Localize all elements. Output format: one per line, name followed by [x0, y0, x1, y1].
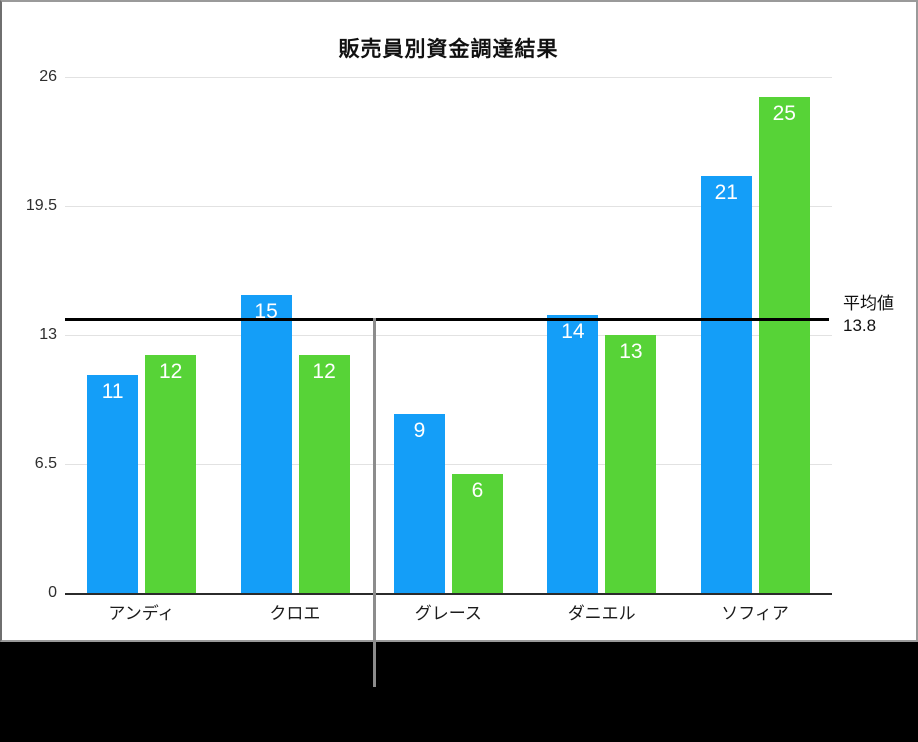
- bar-value-label: 15: [254, 300, 278, 324]
- blue-series-bar[interactable]: 11: [87, 374, 139, 593]
- bar-value-label: 9: [413, 419, 426, 443]
- bar-value-label: 21: [714, 181, 738, 205]
- bar-value-label: 25: [772, 101, 796, 125]
- green-series-bar[interactable]: 12: [298, 354, 350, 593]
- gridline: [65, 77, 832, 78]
- blue-series-bar[interactable]: 21: [700, 176, 752, 593]
- average-line-value: 13.8: [843, 316, 877, 335]
- gridline: [65, 206, 832, 207]
- green-series-bar[interactable]: 13: [605, 335, 657, 593]
- bottom-black-band: [0, 642, 918, 742]
- blue-series-bar[interactable]: 15: [240, 295, 292, 593]
- y-axis-tick-label: 26: [39, 68, 57, 85]
- blue-series-bar[interactable]: 14: [547, 315, 599, 593]
- green-series-bar[interactable]: 12: [145, 354, 197, 593]
- green-series-bar[interactable]: 25: [758, 96, 810, 593]
- x-axis-category-label: ダニエル: [567, 604, 636, 623]
- green-series-bar[interactable]: 6: [452, 473, 503, 593]
- gridline: [65, 464, 832, 465]
- y-axis-tick-label: 13: [39, 326, 57, 343]
- y-axis-tick-label: 19.5: [25, 197, 57, 214]
- bar-value-label: 6: [471, 478, 484, 502]
- average-line-label: 平均値 13.8: [843, 293, 894, 337]
- bar-value-label: 14: [561, 320, 585, 344]
- bar-value-label: 11: [101, 379, 124, 403]
- bar-value-label: 12: [312, 359, 336, 383]
- x-axis-category-label: クロエ: [269, 604, 321, 623]
- x-axis-line: [65, 593, 832, 595]
- average-line-label-text: 平均値: [843, 294, 894, 313]
- bar-value-label: 12: [159, 359, 183, 383]
- gridline: [65, 335, 832, 336]
- x-axis-category-label: ソフィア: [721, 604, 789, 623]
- average-reference-line: [65, 318, 829, 322]
- chart-title: 販売員別資金調達結果: [338, 38, 559, 61]
- bar-value-label: 13: [619, 340, 643, 363]
- y-axis-tick-label: 0: [48, 584, 57, 601]
- chart-card: 販売員別資金調達結果 0 6.5 13 19.5 26 11 12 アンディ 15 12 クロエ 9 6…: [0, 0, 918, 642]
- x-axis-category-label: アンディ: [108, 604, 175, 623]
- callout-pointer-line: [373, 318, 376, 687]
- x-axis-category-label: グレース: [414, 604, 482, 623]
- blue-series-bar[interactable]: 9: [394, 414, 445, 593]
- y-axis-tick-label: 6.5: [34, 455, 57, 472]
